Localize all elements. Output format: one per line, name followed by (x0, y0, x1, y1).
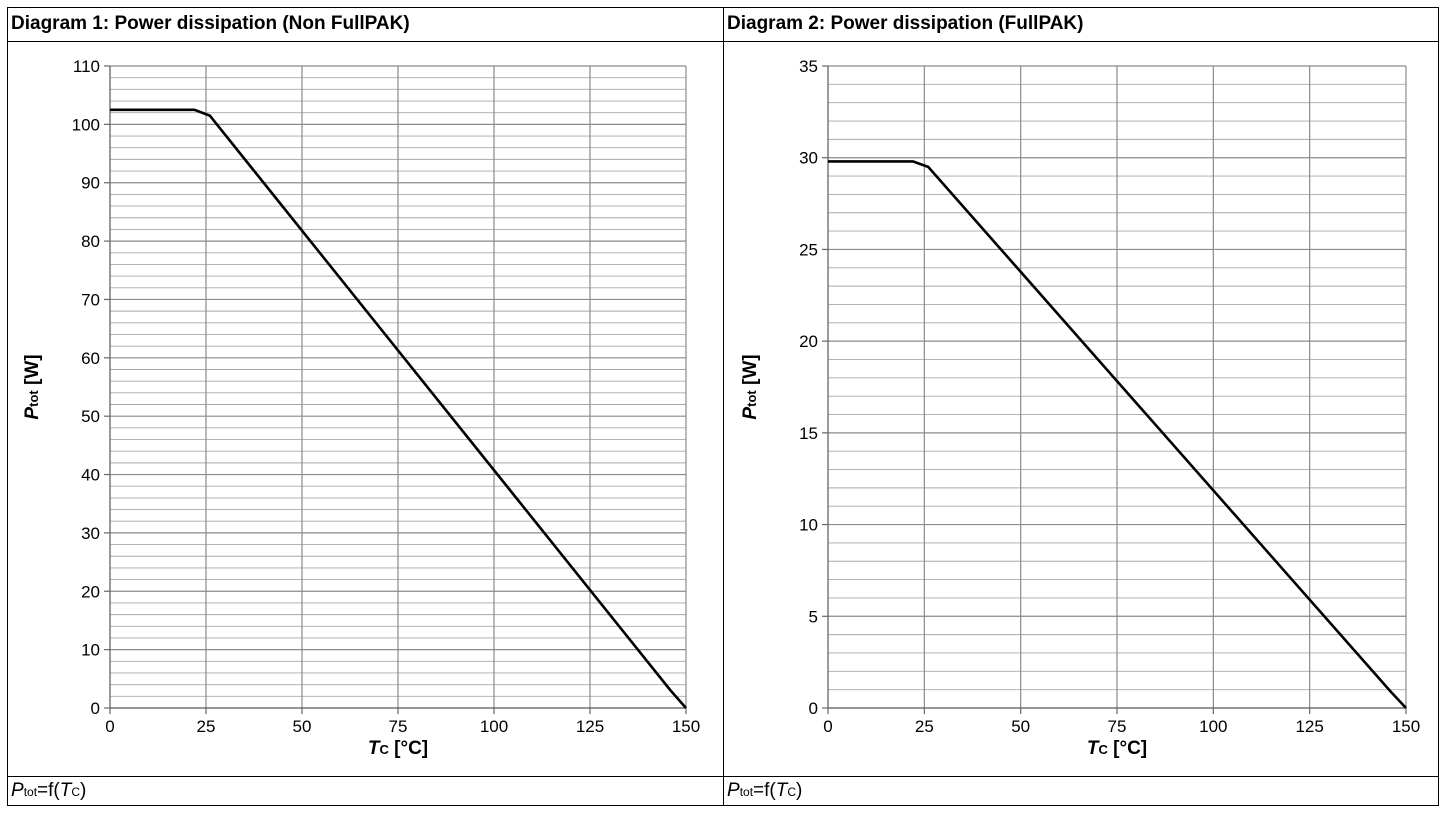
y-tick-label: 110 (73, 57, 100, 76)
y-axis-title-symbol: P (740, 407, 761, 420)
diagram-2-caption: Ptot=f(TC) (724, 776, 1438, 807)
x-tick-label: 150 (672, 717, 700, 736)
x-tick-label: 75 (1108, 717, 1127, 736)
diagram-1-svg: 0 10 20 30 40 50 60 70 80 90 100 110 0 25 50 75 100 125 15… (22, 57, 700, 759)
x-tick-label: 100 (480, 717, 508, 736)
diagram-1-title: Diagram 1: Power dissipation (Non FullPA… (8, 8, 723, 42)
diagram-1-caption: Ptot=f(TC) (8, 776, 723, 807)
caption-1-p-sub: tot (23, 785, 38, 799)
x-axis-title: TC [°C] (368, 738, 428, 759)
x-tick-label: 100 (1199, 717, 1227, 736)
y-tick-label: 5 (809, 607, 818, 626)
x-tick-label: 0 (105, 717, 114, 736)
y-axis-title-unit: [W] (740, 354, 761, 390)
series-line (828, 160, 1407, 709)
y-tick-label: 10 (799, 516, 818, 535)
caption-2-end: ) (796, 780, 803, 801)
x-tick-label: 125 (1295, 717, 1323, 736)
caption-2-t: T (775, 780, 788, 801)
y-tick-label: 40 (81, 466, 100, 485)
x-tick-label: 25 (197, 717, 216, 736)
diagram-2-svg: 0 5 10 15 20 25 30 35 0 25 50 75 100 125 150 TC [°C] Pto… (740, 57, 1420, 759)
y-tick-label: 70 (81, 290, 100, 309)
y-axis-title-unit: [W] (22, 354, 43, 390)
y-tick-label: 20 (81, 582, 100, 601)
y-axis-title: Ptot [W] (22, 354, 43, 419)
x-tick-label: 25 (915, 717, 934, 736)
diagram-1-chart: 0 10 20 30 40 50 60 70 80 90 100 110 0 25 50 75 100 125 15… (8, 42, 724, 781)
caption-1-p: P (11, 780, 24, 801)
x-axis-title-unit: [°C] (389, 738, 428, 759)
diagram-1-panel: Diagram 1: Power dissipation (Non FullPA… (8, 8, 724, 805)
diagram-2-panel: Diagram 2: Power dissipation (FullPAK) 0… (724, 8, 1438, 805)
x-tick-label: 125 (576, 717, 604, 736)
caption-1-mid: =f( (37, 780, 60, 801)
y-tick-label: 35 (799, 57, 818, 76)
x-axis-title-subscript: C (1098, 742, 1108, 757)
x-axis-title-symbol: T (368, 738, 381, 759)
x-axis-title-symbol: T (1087, 738, 1100, 759)
y-tick-label: 80 (81, 232, 100, 251)
diagram-sheet: Diagram 1: Power dissipation (Non FullPA… (7, 7, 1439, 806)
caption-2-mid: =f( (753, 780, 776, 801)
y-tick-label: 30 (799, 149, 818, 168)
y-tick-label: 20 (799, 332, 818, 351)
caption-1-t-sub: C (71, 785, 81, 799)
x-axis-title-unit: [°C] (1108, 738, 1147, 759)
x-tick-label: 150 (1392, 717, 1420, 736)
y-tick-label: 10 (81, 641, 100, 660)
x-tick-label: 0 (823, 717, 832, 736)
y-tick-label: 30 (81, 524, 100, 543)
y-tick-label: 50 (81, 407, 100, 426)
x-tick-label: 75 (389, 717, 408, 736)
y-axis-title-subscript: tot (744, 390, 759, 407)
diagram-2-title: Diagram 2: Power dissipation (FullPAK) (724, 8, 1438, 42)
y-tick-label: 15 (799, 424, 818, 443)
y-axis-title-subscript: tot (26, 390, 41, 407)
y-tick-label: 100 (72, 115, 100, 134)
caption-2-p: P (727, 780, 740, 801)
y-tick-label: 25 (799, 240, 818, 259)
y-axis-title: Ptot [W] (740, 354, 761, 419)
y-tick-label: 60 (81, 349, 100, 368)
caption-2-t-sub: C (787, 785, 797, 799)
caption-1-end: ) (80, 780, 87, 801)
x-tick-label: 50 (293, 717, 312, 736)
x-axis-title: TC [°C] (1087, 738, 1147, 759)
diagram-2-chart: 0 5 10 15 20 25 30 35 0 25 50 75 100 125 150 TC [°C] Pto… (724, 42, 1438, 781)
y-axis-title-symbol: P (22, 407, 43, 420)
x-axis-title-subscript: C (379, 742, 389, 757)
x-tick-label: 50 (1011, 717, 1030, 736)
grid (109, 65, 687, 709)
series-line (110, 108, 687, 709)
caption-1-t: T (59, 780, 72, 801)
y-tick-label: 0 (91, 699, 100, 718)
caption-2-p-sub: tot (739, 785, 754, 799)
y-tick-label: 90 (81, 174, 100, 193)
y-tick-label: 0 (809, 699, 818, 718)
